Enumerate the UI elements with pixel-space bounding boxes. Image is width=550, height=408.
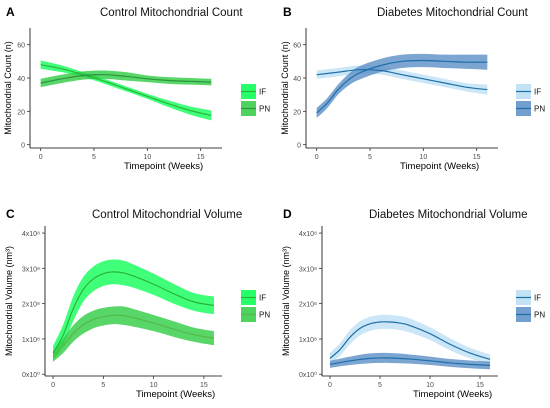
x-tick-label: 15 (200, 382, 208, 389)
x-tick-label: 5 (101, 382, 105, 389)
legend-label: PN (259, 105, 270, 114)
x-tick-label: 15 (476, 382, 484, 389)
legend-label: IF (534, 88, 541, 97)
legend: IF PN (241, 290, 270, 322)
panel-b: B Diabetes Mitochondrial Count 0 20 40 60 0 5 10… (280, 5, 545, 172)
series-line-if (40, 64, 212, 117)
x-axis-label: Timepoint (Weeks) (400, 161, 479, 172)
legend: IF PN (516, 84, 545, 116)
x-tick-label: 5 (378, 382, 382, 389)
y-tick-label: 20 (17, 109, 25, 116)
panel-title: Diabetes Mitochondrial Volume (369, 209, 528, 221)
y-tick-label: 40 (293, 76, 301, 83)
panel-letter: A (6, 5, 15, 19)
x-tick-label: 15 (473, 154, 481, 161)
y-tick-label: 3x10⁸ (299, 266, 317, 273)
y-axis-label: Mitochondrial Volume (nm³) (281, 246, 291, 356)
x-axis-label: Timepoint (Weeks) (124, 161, 203, 172)
y-tick-label: 0x10⁰ (299, 371, 317, 379)
x-tick-label: 10 (150, 382, 158, 389)
series-line-pn (52, 314, 215, 358)
legend-label: PN (534, 311, 545, 320)
confidence-band-pn (330, 352, 490, 370)
y-tick-label: 40 (17, 76, 25, 83)
y-tick-label: 0 (21, 143, 25, 150)
panel-letter: C (6, 207, 15, 221)
y-axis-label: Mitochondrial Count (n) (3, 41, 13, 135)
series-line-if (52, 271, 215, 354)
series-line-pn (316, 59, 488, 114)
y-tick-label: 4x10⁸ (299, 231, 317, 238)
y-axis-label: Mitochondrial Volume (nm³) (4, 246, 14, 356)
series-line-pn (329, 357, 491, 367)
y-tick-label: 4x10⁸ (22, 231, 40, 238)
panel-title: Diabetes Mitochondrial Count (377, 7, 529, 19)
y-tick-label: 2x10⁸ (22, 302, 40, 309)
y-tick-label: 60 (293, 43, 301, 50)
x-axis-label: Timepoint (Weeks) (136, 389, 215, 400)
series-line-if (316, 68, 488, 91)
legend: IF PN (241, 84, 270, 116)
y-axis-label: Mitochondrial Count (n) (280, 41, 290, 135)
confidence-band-if (330, 314, 490, 365)
panel-a: A Control Mitochondrial Count 0 20 40 60 0 5 10 1… (3, 5, 270, 172)
panel-d: D Diabetes Mitochondrial Volume 0x10⁰ 1x10⁸… (281, 207, 545, 400)
panel-letter: B (283, 5, 292, 19)
x-tick-label: 10 (426, 382, 434, 389)
y-tick-label: 0 (297, 143, 301, 150)
y-tick-label: 2x10⁸ (299, 302, 317, 309)
panel-title: Control Mitochondrial Count (100, 7, 243, 19)
legend-label: IF (534, 294, 541, 303)
panel-letter: D (283, 207, 292, 221)
x-tick-label: 0 (328, 382, 332, 389)
y-tick-label: 1x10⁸ (22, 337, 40, 344)
y-tick-label: 20 (293, 109, 301, 116)
x-tick-label: 10 (143, 154, 151, 161)
panel-title: Control Mitochondrial Volume (92, 209, 242, 221)
legend-label: IF (259, 294, 266, 303)
x-tick-label: 0 (51, 382, 55, 389)
x-tick-label: 5 (368, 154, 372, 161)
legend-label: IF (259, 88, 266, 97)
x-tick-label: 0 (315, 154, 319, 161)
x-tick-label: 5 (92, 154, 96, 161)
series-line-if (329, 321, 491, 360)
x-axis-label: Timepoint (Weeks) (413, 389, 492, 400)
x-tick-label: 10 (419, 154, 427, 161)
legend-label: PN (259, 311, 270, 320)
y-tick-label: 1x10⁸ (299, 337, 317, 344)
panel-c: C Control Mitochondrial Volume 0x10⁰ 1x10⁸ 2… (4, 207, 270, 400)
y-tick-label: 3x10⁸ (22, 266, 40, 273)
x-tick-label: 0 (39, 154, 43, 161)
legend-label: PN (534, 105, 545, 114)
y-tick-label: 60 (17, 43, 25, 50)
y-tick-label: 0x10⁰ (22, 371, 40, 379)
series-line-pn (40, 74, 212, 84)
x-tick-label: 15 (197, 154, 205, 161)
legend: IF PN (516, 290, 545, 322)
confidence-band-if (53, 259, 214, 361)
